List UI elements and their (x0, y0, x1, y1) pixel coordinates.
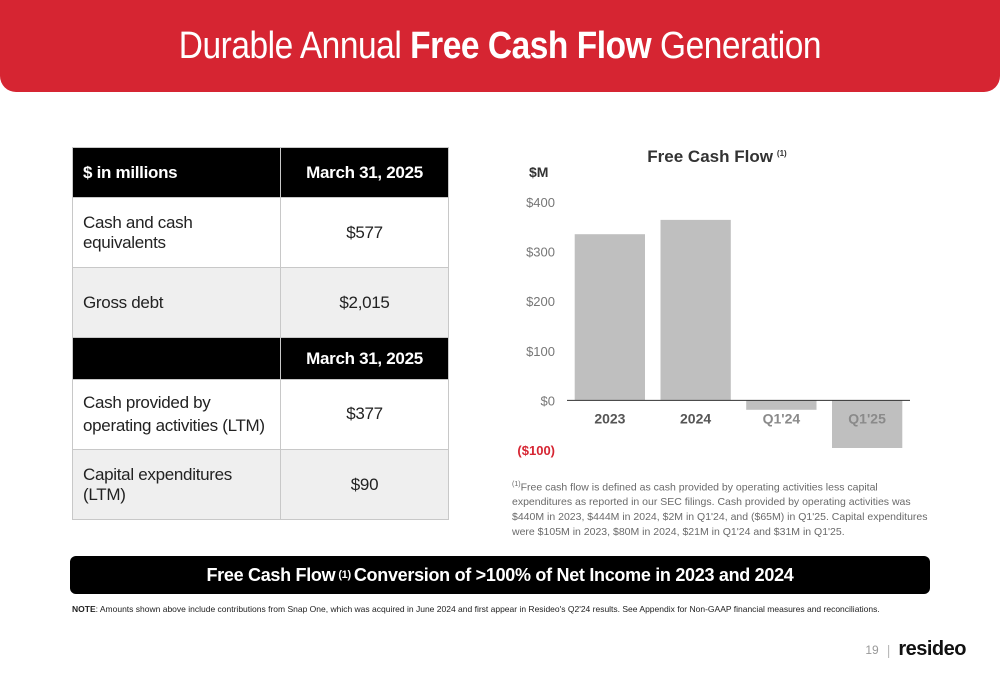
cash-label: Cash and cash equivalents (72, 197, 281, 268)
resideo-logo: resideo (898, 638, 966, 660)
table-row: Gross debt $2,015 (72, 267, 449, 338)
bar-q124 (746, 400, 817, 410)
title-part-end: Generation (651, 24, 822, 67)
footer-separator: | (886, 641, 891, 658)
footnote-marker: (1) (512, 481, 521, 488)
title-part-bold: Free Cash Flow (410, 24, 652, 67)
conversion-banner: Free Cash Flow (1) Conversion of >100% of … (70, 556, 930, 594)
debt-label: Gross debt (72, 267, 281, 338)
y-tick-label: $0 (541, 393, 555, 408)
table-subheader-date: March 31, 2025 (280, 337, 449, 380)
note-text: : Amounts shown above include contributi… (95, 604, 880, 614)
footnote-text: Free cash flow is defined as cash provid… (512, 481, 928, 538)
x-axis-labels: 2023 2024 Q1'24 Q1'25 (594, 410, 886, 426)
table-row: Cash provided by operating activities (L… (72, 379, 449, 450)
banner-text-post: Conversion of >100% of Net Income in 202… (353, 564, 794, 585)
x-category-label: 2023 (594, 410, 625, 426)
table-subheader-label (72, 337, 281, 380)
operating-cash-label: Cash provided by operating activities (L… (72, 379, 281, 450)
bar-q125 (832, 400, 903, 448)
chart-title-text: Free Cash Flow (647, 147, 773, 166)
note-label: NOTE (72, 604, 96, 614)
x-category-label: 2024 (680, 410, 711, 426)
note: NOTE: Amounts shown above include contri… (72, 604, 880, 614)
x-category-label: Q1'24 (763, 410, 801, 426)
x-category-label: Q1'25 (848, 410, 886, 426)
capex-value: $90 (280, 449, 449, 520)
y-axis-label: $M (529, 164, 548, 180)
page-number: 19 (865, 642, 879, 657)
table-subheader-row: March 31, 2025 (72, 337, 449, 380)
y-tick-label: $200 (526, 294, 555, 309)
y-tick-label: $300 (526, 245, 555, 260)
bar-2024 (660, 219, 731, 401)
bar-2023 (574, 234, 645, 401)
y-tick-label: ($100) (517, 443, 555, 458)
table-header-date: March 31, 2025 (280, 147, 449, 198)
table-row: Capital expenditures (LTM) $90 (72, 449, 449, 520)
banner-sup: (1) (338, 569, 351, 581)
y-axis-ticks: $400 $300 $200 $100 $0 ($100) (517, 195, 555, 458)
banner-text-pre: Free Cash Flow (206, 564, 336, 585)
y-tick-label: $400 (526, 195, 555, 210)
capex-label: Capital expenditures (LTM) (72, 449, 281, 520)
free-cash-flow-chart: Free Cash Flow (1) $M $400 $300 $200 $100 $0 (… (517, 147, 910, 458)
footer: 19 | resideo (865, 638, 966, 661)
y-tick-label: $100 (526, 344, 555, 359)
page-title: Durable Annual Free Cash Flow Generation (178, 24, 822, 68)
title-banner: Durable Annual Free Cash Flow Generation (0, 0, 1000, 92)
footnote: (1)Free cash flow is defined as cash pro… (512, 480, 932, 539)
chart-title-sup: (1) (777, 149, 787, 158)
debt-value: $2,015 (280, 267, 449, 338)
operating-cash-value: $377 (280, 379, 449, 450)
chart-title: Free Cash Flow (1) (647, 147, 787, 166)
chart-bars (574, 219, 903, 448)
table-row: Cash and cash equivalents $577 (72, 197, 449, 268)
cash-value: $577 (280, 197, 449, 268)
title-part-regular: Durable Annual (178, 24, 411, 67)
table-header-row: $ in millions March 31, 2025 (72, 147, 449, 198)
financial-table: $ in millions March 31, 2025 Cash and ca… (72, 147, 449, 520)
table-header-label: $ in millions (72, 147, 281, 198)
